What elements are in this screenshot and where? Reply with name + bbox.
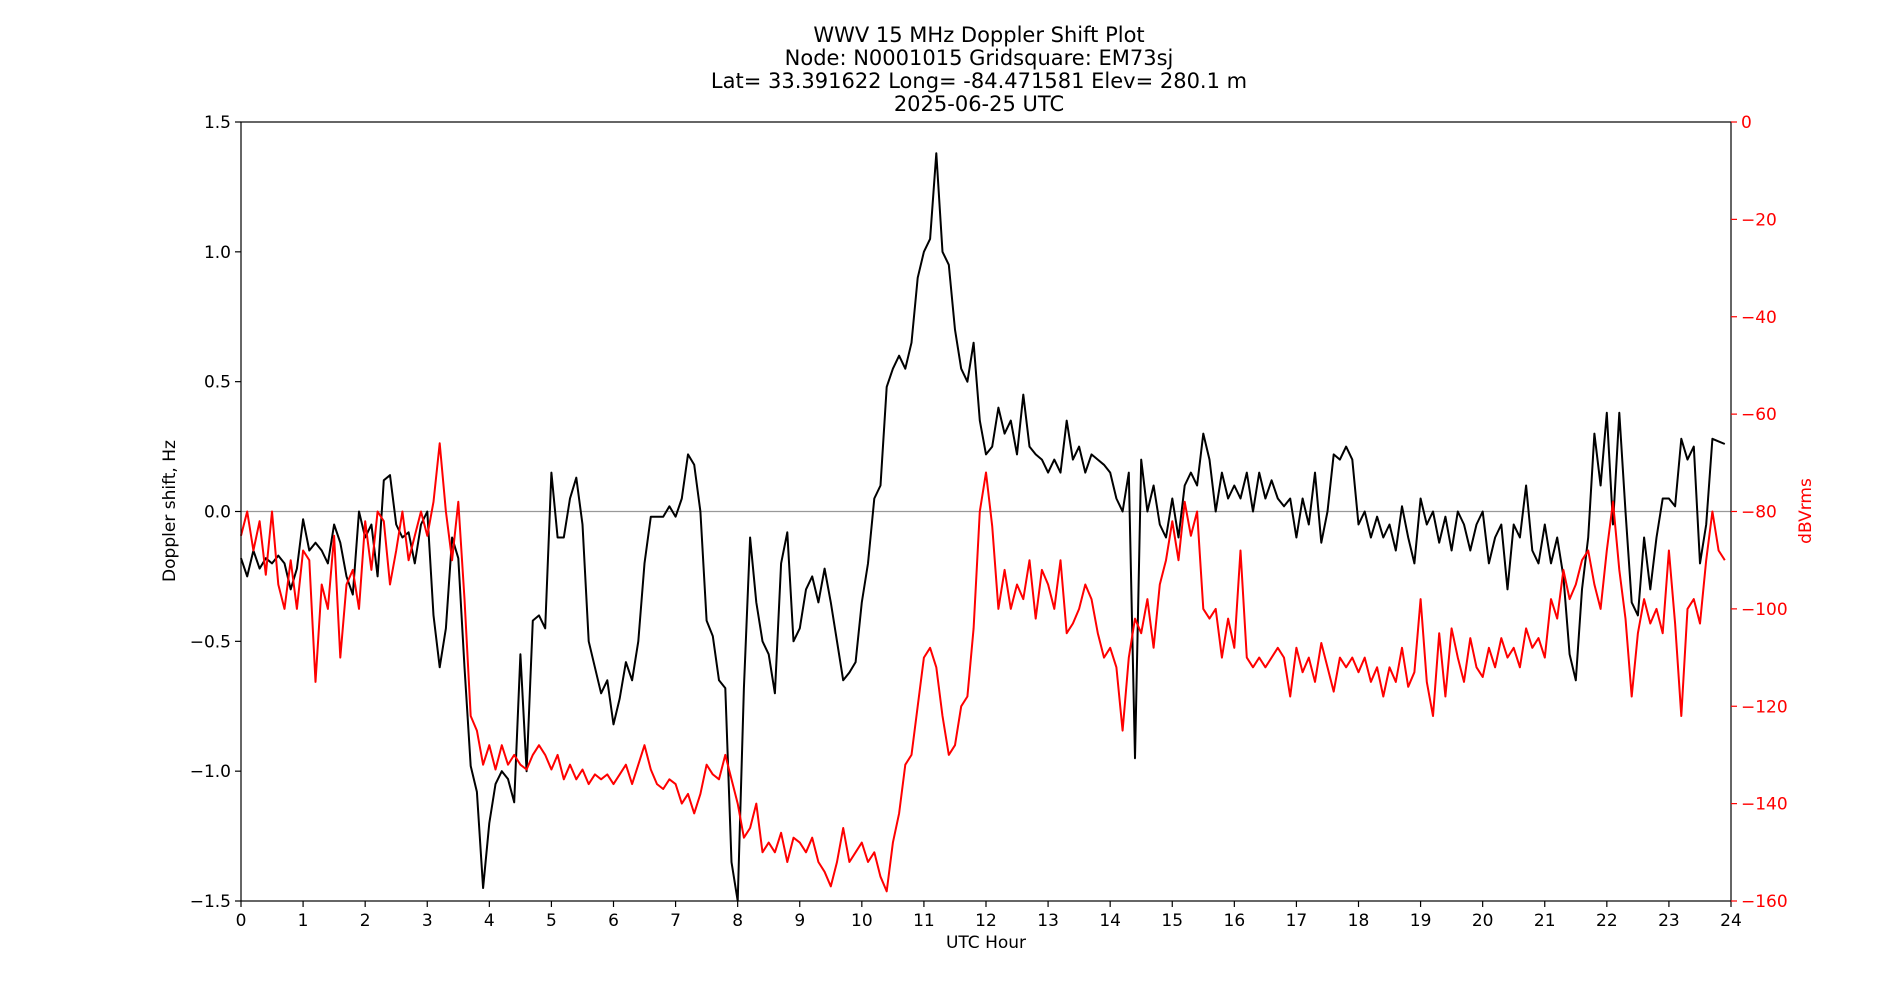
y2-tick-label: −160	[1741, 892, 1788, 912]
y-axis-label: Doppler shift, Hz	[160, 440, 180, 582]
x-tick-label: 3	[422, 911, 433, 931]
x-tick-label: 21	[1534, 911, 1556, 931]
x-tick-label: 11	[913, 911, 935, 931]
x-tick-label: 22	[1596, 911, 1618, 931]
x-tick-label: 23	[1658, 911, 1680, 931]
power-series-line	[240, 442, 1726, 893]
x-tick-label: 9	[794, 911, 805, 931]
x-tick-label: 6	[608, 911, 619, 931]
y2-tick-label: −80	[1741, 503, 1777, 523]
y-tick-label: 1.0	[204, 243, 231, 263]
x-tick-label: 2	[360, 911, 371, 931]
y-tick-label: 1.5	[204, 113, 231, 133]
x-tick-label: 13	[1037, 911, 1059, 931]
y-tick-label: −0.5	[190, 632, 231, 652]
y-axis-right: 0 −20 −40 −60 −80 −100 −120 −140 −160	[1731, 113, 1788, 912]
y2-tick-label: −60	[1741, 405, 1777, 425]
y2-axis-label: dBVrms	[1796, 478, 1816, 544]
y2-tick-label: −140	[1741, 795, 1788, 815]
x-axis: 0 1 2 3 4 5 6 7 8 9 10 11 12 13 14 15 16 17 18 19 20 21 22 23 24	[236, 901, 1742, 931]
x-tick-label: 5	[546, 911, 557, 931]
series-group	[240, 152, 1726, 902]
y2-tick-label: 0	[1741, 113, 1752, 133]
title-line-3: Lat= 33.391622 Long= -84.471581 Elev= 28…	[711, 69, 1247, 93]
x-tick-label: 7	[670, 911, 681, 931]
y-tick-label: −1.5	[190, 892, 231, 912]
x-tick-label: 16	[1224, 911, 1246, 931]
y2-tick-label: −120	[1741, 697, 1788, 717]
x-tick-label: 17	[1286, 911, 1308, 931]
y2-tick-label: −40	[1741, 308, 1777, 328]
y-tick-label: −1.0	[190, 762, 231, 782]
x-tick-label: 0	[236, 911, 247, 931]
title-line-4: 2025-06-25 UTC	[894, 92, 1064, 116]
x-tick-label: 20	[1472, 911, 1494, 931]
x-axis-label: UTC Hour	[946, 933, 1026, 953]
title-line-2: Node: N0001015 Gridsquare: EM73sj	[785, 46, 1174, 70]
x-tick-label: 12	[975, 911, 997, 931]
title-line-1: WWV 15 MHz Doppler Shift Plot	[813, 23, 1144, 47]
x-tick-label: 10	[851, 911, 873, 931]
x-tick-label: 4	[484, 911, 495, 931]
y-tick-label: 0.5	[204, 373, 231, 393]
x-tick-label: 15	[1161, 911, 1183, 931]
y2-tick-label: −20	[1741, 210, 1777, 230]
y-tick-label: 0.0	[204, 503, 231, 523]
x-tick-label: 1	[298, 911, 309, 931]
x-tick-label: 19	[1410, 911, 1432, 931]
x-tick-label: 18	[1348, 911, 1370, 931]
doppler-series-line	[240, 152, 1726, 902]
x-tick-label: 24	[1720, 911, 1742, 931]
chart-title: WWV 15 MHz Doppler Shift Plot Node: N000…	[711, 23, 1247, 116]
y2-tick-label: −100	[1741, 600, 1788, 620]
x-tick-label: 14	[1099, 911, 1121, 931]
y-axis-left: 1.5 1.0 0.5 0.0 −0.5 −1.0 −1.5	[190, 113, 241, 912]
x-tick-label: 8	[732, 911, 743, 931]
